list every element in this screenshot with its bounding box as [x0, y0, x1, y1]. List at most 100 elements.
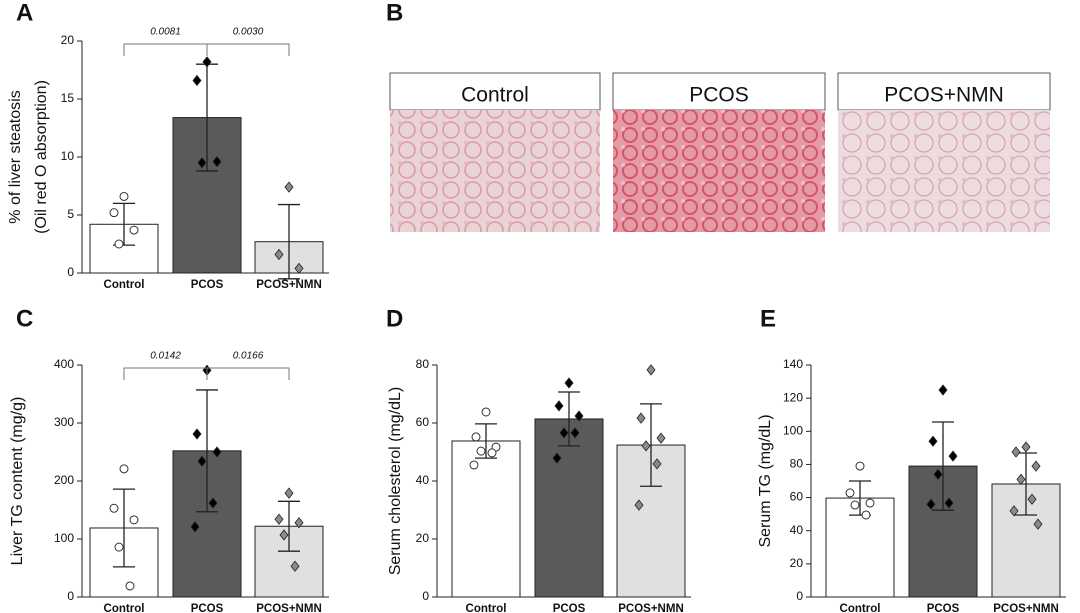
p-value: 0.0081 — [150, 27, 181, 38]
y-tick-label: 400 — [54, 357, 74, 371]
y-tick-label: 300 — [54, 415, 74, 429]
panel-letter: D — [386, 305, 403, 332]
panel-letter: E — [760, 305, 776, 332]
data-point — [574, 410, 584, 422]
image-label: Control — [461, 84, 529, 107]
y-tick-label: 0 — [67, 589, 74, 603]
image-panel: B Control PCOS PCOS+NMN — [386, 0, 1051, 232]
significance-bracket — [123, 43, 208, 56]
histology-image — [838, 110, 1050, 232]
data-point — [279, 529, 289, 541]
data-point — [129, 225, 139, 235]
label-box — [612, 72, 826, 111]
data-point — [636, 412, 646, 424]
y-tick-label: 20 — [790, 556, 804, 570]
data-point — [471, 432, 481, 442]
y-axis-label: (Oil red O absorption) — [33, 80, 50, 234]
data-point — [928, 435, 938, 447]
data-point — [1016, 473, 1026, 485]
data-point — [202, 56, 212, 68]
x-tick-label: Control — [104, 603, 145, 613]
bar — [534, 418, 604, 598]
y-tick-label: 0 — [422, 589, 429, 603]
data-point — [129, 515, 139, 525]
y-tick-label: 20 — [61, 33, 75, 47]
histology-image — [613, 110, 825, 232]
data-point — [212, 446, 222, 458]
significance-bracket — [206, 367, 290, 380]
data-point — [197, 455, 207, 467]
data-point — [1021, 441, 1031, 453]
y-tick-label: 20 — [416, 531, 430, 545]
error-bar — [278, 500, 300, 552]
image-label: PCOS — [689, 84, 749, 107]
x-tick-label: PCOS+NMN — [256, 603, 322, 613]
y-tick-label: 120 — [783, 390, 803, 404]
x-tick-label: PCOS — [191, 279, 224, 291]
data-point — [109, 208, 119, 218]
data-point — [1031, 460, 1041, 472]
significance-bracket — [123, 367, 208, 380]
p-value: 0.0166 — [233, 351, 264, 362]
data-point — [294, 517, 304, 529]
data-point — [290, 560, 300, 572]
data-point — [119, 191, 129, 201]
data-point — [845, 488, 855, 498]
error-bar — [278, 203, 300, 280]
y-tick-label: 60 — [790, 490, 804, 504]
data-point — [1011, 446, 1021, 458]
error-bar — [475, 423, 497, 459]
data-point — [274, 248, 284, 261]
x-tick-label: PCOS — [553, 603, 586, 613]
data-point — [294, 262, 304, 275]
data-point — [652, 458, 662, 470]
data-point — [197, 157, 207, 169]
histology-image — [390, 110, 600, 232]
panel-letter: B — [386, 0, 403, 26]
x-tick-label: Control — [840, 603, 881, 613]
y-tick-label: 60 — [416, 415, 430, 429]
label-box — [837, 72, 1051, 111]
data-point — [114, 239, 124, 249]
y-tick-label: 140 — [783, 357, 803, 371]
error-bar — [196, 389, 218, 513]
image-label: PCOS+NMN — [884, 84, 1004, 107]
error-bar — [932, 421, 954, 511]
x-tick-label: PCOS+NMN — [618, 603, 684, 613]
data-point — [192, 428, 202, 440]
y-axis-label: Liver TG content (mg/g) — [9, 397, 26, 566]
significance-bracket — [206, 43, 290, 56]
y-tick-label: 0 — [67, 265, 74, 279]
data-point — [1033, 518, 1043, 530]
bar — [451, 440, 521, 598]
error-bar — [558, 391, 580, 447]
data-point — [1009, 505, 1019, 517]
data-point — [656, 432, 666, 444]
data-point — [552, 452, 562, 464]
data-point — [559, 427, 569, 439]
data-point — [119, 464, 129, 474]
data-point — [933, 468, 943, 481]
data-point — [554, 400, 564, 412]
error-bar — [640, 403, 662, 487]
data-point — [944, 497, 954, 509]
data-point — [865, 498, 875, 508]
error-bar — [113, 488, 135, 568]
data-point — [212, 155, 222, 168]
y-tick-label: 100 — [783, 423, 803, 437]
panel-letter: A — [16, 0, 33, 26]
x-tick-label: PCOS — [191, 603, 224, 613]
x-tick-label: PCOS — [927, 603, 960, 613]
y-tick-label: 0 — [796, 589, 803, 603]
data-point — [641, 440, 651, 452]
p-value: 0.0030 — [233, 27, 264, 38]
data-point — [284, 487, 294, 499]
y-tick-label: 10 — [61, 149, 75, 163]
data-point — [861, 510, 871, 520]
data-point — [948, 450, 958, 462]
data-point — [469, 460, 479, 470]
y-axis-label: Serum TG (mg/dL) — [757, 414, 774, 547]
data-point — [284, 181, 294, 193]
x-tick-label: PCOS+NMN — [256, 279, 322, 291]
y-tick-label: 200 — [54, 473, 74, 487]
